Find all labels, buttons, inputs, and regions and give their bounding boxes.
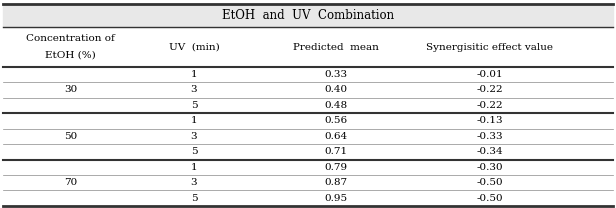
Text: 0.79: 0.79: [324, 163, 347, 172]
Text: 3: 3: [191, 178, 197, 187]
Text: -0.50: -0.50: [476, 194, 503, 203]
Text: 0.95: 0.95: [324, 194, 347, 203]
Text: 1: 1: [191, 163, 197, 172]
Text: 0.71: 0.71: [324, 147, 347, 156]
Text: 0.87: 0.87: [324, 178, 347, 187]
Text: UV  (min): UV (min): [169, 42, 219, 52]
Text: 70: 70: [64, 178, 78, 187]
Bar: [3, 4, 613, 27]
Text: EtOH (%): EtOH (%): [46, 51, 96, 60]
Text: 3: 3: [191, 132, 197, 141]
Text: Concentration of: Concentration of: [26, 34, 115, 43]
Text: Predicted  mean: Predicted mean: [293, 42, 379, 52]
Text: 50: 50: [64, 132, 78, 141]
Text: 3: 3: [191, 85, 197, 94]
Text: EtOH  and  UV  Combination: EtOH and UV Combination: [222, 9, 394, 22]
Text: -0.22: -0.22: [476, 85, 503, 94]
Text: 0.64: 0.64: [324, 132, 347, 141]
Text: 0.48: 0.48: [324, 101, 347, 110]
Text: 5: 5: [191, 147, 197, 156]
Text: 1: 1: [191, 116, 197, 125]
Text: 5: 5: [191, 194, 197, 203]
Text: -0.34: -0.34: [476, 147, 503, 156]
Text: 0.56: 0.56: [324, 116, 347, 125]
Text: -0.33: -0.33: [476, 132, 503, 141]
Text: 0.33: 0.33: [324, 70, 347, 79]
Text: -0.50: -0.50: [476, 178, 503, 187]
Text: 5: 5: [191, 101, 197, 110]
Text: 0.40: 0.40: [324, 85, 347, 94]
Text: 1: 1: [191, 70, 197, 79]
Text: -0.30: -0.30: [476, 163, 503, 172]
Text: 30: 30: [64, 85, 78, 94]
Text: Synergisitic effect value: Synergisitic effect value: [426, 42, 553, 52]
Text: -0.01: -0.01: [476, 70, 503, 79]
Text: -0.13: -0.13: [476, 116, 503, 125]
Text: -0.22: -0.22: [476, 101, 503, 110]
